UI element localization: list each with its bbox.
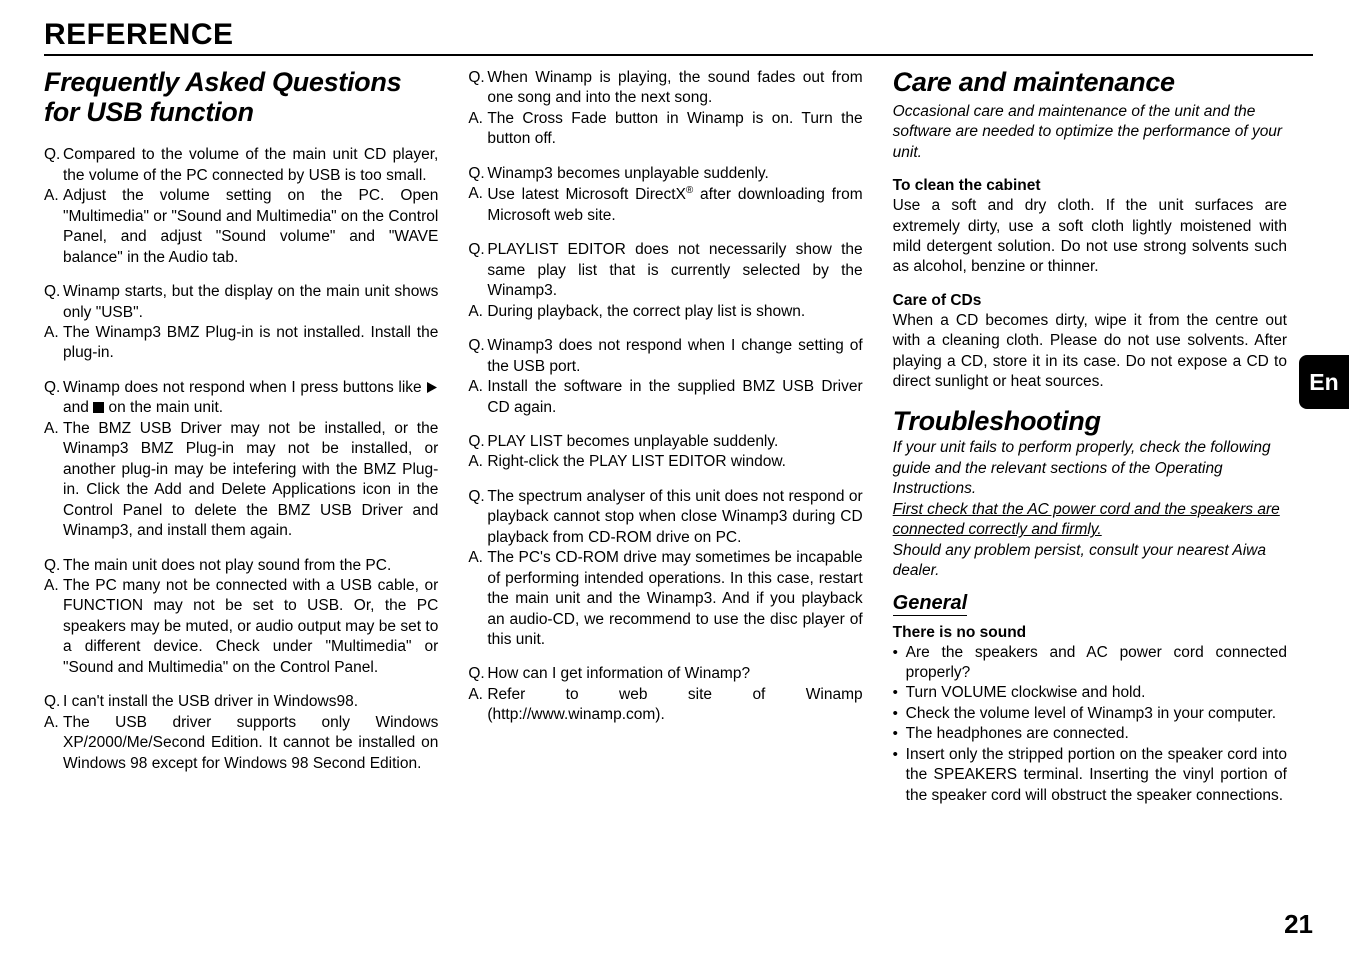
care-intro: Occasional care and maintenance of the u…: [893, 102, 1287, 163]
a-label: A.: [468, 184, 487, 226]
bullet-item: Check the volume level of Winamp3 in you…: [893, 704, 1287, 724]
q-label: Q.: [44, 692, 63, 712]
a-text: The PC's CD-ROM drive may sometimes be i…: [487, 548, 862, 650]
a-label: A.: [468, 548, 487, 650]
bullet-item: Insert only the stripped portion on the …: [893, 745, 1287, 806]
qa-block: Q.The main unit does not play sound from…: [44, 556, 438, 679]
a-label: A.: [44, 576, 63, 678]
a-text: Right-click the PLAY LIST EDITOR window.: [487, 452, 862, 472]
q-label: Q.: [468, 487, 487, 548]
bullet-item: Are the speakers and AC power cord conne…: [893, 643, 1287, 684]
qa-block: Q.PLAY LIST becomes unplayable suddenly.…: [468, 432, 862, 473]
q-label: Q.: [44, 282, 63, 323]
qa-block: Q.Compared to the volume of the main uni…: [44, 145, 438, 268]
q-text: Winamp starts, but the display on the ma…: [63, 282, 438, 323]
a-text: During playback, the correct play list i…: [487, 302, 862, 322]
a-text: The BMZ USB Driver may not be installed,…: [63, 419, 438, 542]
q-text: I can't install the USB driver in Window…: [63, 692, 438, 712]
page-number: 21: [1284, 909, 1313, 940]
qa-block: Q.I can't install the USB driver in Wind…: [44, 692, 438, 774]
q-text: The main unit does not play sound from t…: [63, 556, 438, 576]
q-text: Compared to the volume of the main unit …: [63, 145, 438, 186]
nosound-label: There is no sound: [893, 624, 1287, 642]
trouble-intro: If your unit fails to perform properly, …: [893, 438, 1287, 581]
troubleshooting-heading: Troubleshooting: [893, 407, 1287, 437]
a-text: The PC many not be connected with a USB …: [63, 576, 438, 678]
a-label: A.: [468, 377, 487, 418]
content-columns: Frequently Asked Questions for USB funct…: [44, 68, 1313, 806]
a-label: A.: [468, 685, 487, 726]
q-label: Q.: [44, 556, 63, 576]
q-text: Winamp3 becomes unplayable suddenly.: [487, 164, 862, 184]
q-text: The spectrum analyser of this unit does …: [487, 487, 862, 548]
play-icon: [426, 382, 438, 393]
q-label: Q.: [44, 378, 63, 419]
faq-heading: Frequently Asked Questions for USB funct…: [44, 68, 438, 127]
qa-block: Q.The spectrum analyser of this unit doe…: [468, 487, 862, 651]
q-label: Q.: [468, 68, 487, 109]
q-text: Winamp3 does not respond when I change s…: [487, 336, 862, 377]
a-label: A.: [44, 323, 63, 364]
a-text: Refer to web site of Winamp (http://www.…: [487, 685, 862, 726]
a-text: The Winamp3 BMZ Plug-in is not installed…: [63, 323, 438, 364]
nosound-bullets: Are the speakers and AC power cord conne…: [893, 643, 1287, 807]
qa-block: Q.Winamp3 becomes unplayable suddenly. A…: [468, 164, 862, 227]
a-label: A.: [468, 302, 487, 322]
stop-icon: [93, 402, 104, 413]
clean-label: To clean the cabinet: [893, 177, 1287, 195]
cd-label: Care of CDs: [893, 292, 1287, 310]
q-label: Q.: [468, 336, 487, 377]
a-text: Install the software in the supplied BMZ…: [487, 377, 862, 418]
language-tab: En: [1299, 355, 1349, 409]
qa-block: Q.Winamp starts, but the display on the …: [44, 282, 438, 364]
q-text: PLAY LIST becomes unplayable suddenly.: [487, 432, 862, 452]
a-label: A.: [44, 419, 63, 542]
q-label: Q.: [44, 145, 63, 186]
title-rule: [44, 54, 1313, 56]
bullet-item: The headphones are connected.: [893, 724, 1287, 744]
q-text: When Winamp is playing, the sound fades …: [487, 68, 862, 109]
column-1: Frequently Asked Questions for USB funct…: [44, 68, 438, 806]
cd-text: When a CD becomes dirty, wipe it from th…: [893, 311, 1287, 393]
trouble-line2: First check that the AC power cord and t…: [893, 501, 1280, 538]
general-heading: General: [893, 592, 967, 616]
q-label: Q.: [468, 432, 487, 452]
q-label: Q.: [468, 164, 487, 184]
q-label: Q.: [468, 240, 487, 301]
a-label: A.: [468, 452, 487, 472]
q-text: Winamp does not respond when I press but…: [63, 378, 438, 419]
a-label: A.: [44, 713, 63, 774]
bullet-item: Turn VOLUME clockwise and hold.: [893, 683, 1287, 703]
trouble-line1: If your unit fails to perform properly, …: [893, 439, 1271, 497]
qa-block: Q.PLAYLIST EDITOR does not necessarily s…: [468, 240, 862, 322]
a-label: A.: [468, 109, 487, 150]
page-title: REFERENCE: [44, 18, 1313, 52]
care-heading: Care and maintenance: [893, 68, 1287, 98]
a-text: Use latest Microsoft DirectX® after down…: [487, 184, 862, 226]
qa-block: Q.How can I get information of Winamp? A…: [468, 664, 862, 725]
a-text: The USB driver supports only Windows XP/…: [63, 713, 438, 774]
qa-block: Q.Winamp does not respond when I press b…: [44, 378, 438, 542]
qa-block: Q.Winamp3 does not respond when I change…: [468, 336, 862, 418]
a-text: Adjust the volume setting on the PC. Ope…: [63, 186, 438, 268]
q-label: Q.: [468, 664, 487, 684]
a-label: A.: [44, 186, 63, 268]
q-text: PLAYLIST EDITOR does not necessarily sho…: [487, 240, 862, 301]
qa-block: Q.When Winamp is playing, the sound fade…: [468, 68, 862, 150]
column-2: Q.When Winamp is playing, the sound fade…: [468, 68, 862, 806]
column-3: Care and maintenance Occasional care and…: [893, 68, 1313, 806]
trouble-line3: Should any problem persist, consult your…: [893, 542, 1266, 579]
clean-text: Use a soft and dry cloth. If the unit su…: [893, 196, 1287, 278]
a-text: The Cross Fade button in Winamp is on. T…: [487, 109, 862, 150]
q-text: How can I get information of Winamp?: [487, 664, 862, 684]
